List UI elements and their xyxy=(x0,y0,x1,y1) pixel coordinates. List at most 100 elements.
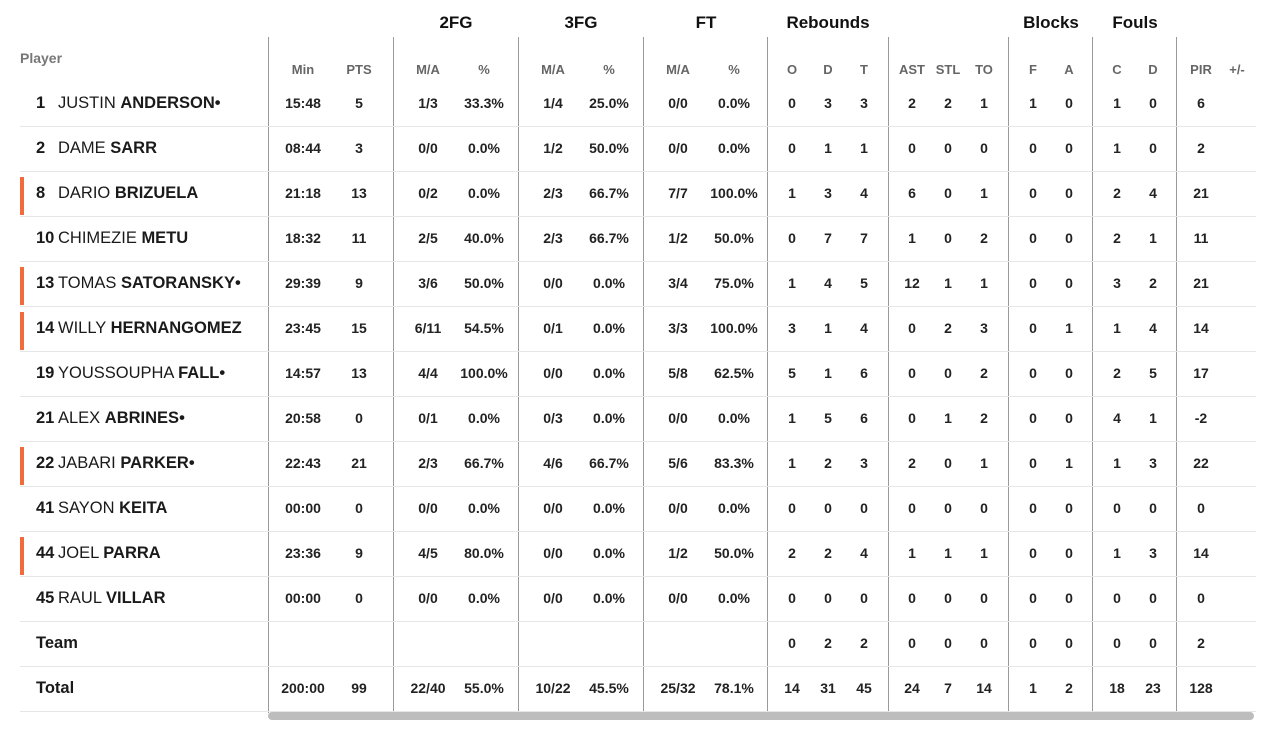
stat-ast: 0 xyxy=(908,365,916,381)
column-header-blk-a: A xyxy=(1064,62,1074,77)
stat-blk-a: 0 xyxy=(1065,590,1073,606)
player-name[interactable]: 22 JABARI PARKER• xyxy=(36,454,195,473)
stat-blk-f: 0 xyxy=(1029,635,1037,651)
stat-stl: 2 xyxy=(944,320,952,336)
column-header-reb-o: O xyxy=(786,62,798,77)
player-row[interactable]: 22 JABARI PARKER• 22:43 21 2/3 66.7% 4/6 66.7% 5… xyxy=(0,442,1272,487)
stat-stl: 0 xyxy=(944,230,952,246)
stat-foul-d: 5 xyxy=(1149,365,1157,381)
stat-pts: 21 xyxy=(351,455,367,471)
column-header-to: TO xyxy=(975,62,993,77)
player-number: 41 xyxy=(36,499,55,517)
stat-ast: 1 xyxy=(908,545,916,561)
player-row[interactable]: 44 JOEL PARRA 23:36 9 4/5 80.0% 0/0 0.0% 1/2 50.0… xyxy=(0,532,1272,577)
player-row[interactable]: 45 RAUL VILLAR 00:00 0 0/0 0.0% 0/0 0.0% 0/0 0.0%… xyxy=(0,577,1272,622)
stat-pir: 0 xyxy=(1197,590,1205,606)
player-row[interactable]: 21 ALEX ABRINES• 20:58 0 0/1 0.0% 0/3 0.0% 0/0 0.… xyxy=(0,397,1272,442)
stat-stl: 0 xyxy=(944,140,952,156)
group-header-rebounds: Rebounds xyxy=(786,13,870,32)
stat-stl: 0 xyxy=(944,635,952,651)
player-name[interactable]: 19 YOUSSOUPHA FALL• xyxy=(36,364,225,383)
stat-min: 20:58 xyxy=(285,410,321,426)
stat-foul-d: 1 xyxy=(1149,410,1157,426)
stat-blk-f: 0 xyxy=(1029,590,1037,606)
column-divider xyxy=(643,37,644,713)
stat-ft-pct: 75.0% xyxy=(714,275,754,291)
player-row[interactable]: 8 DARIO BRIZUELA 21:18 13 0/2 0.0% 2/3 66.7% 7/7… xyxy=(0,172,1272,217)
stat-reb-d: 2 xyxy=(824,635,832,651)
stat-stl: 1 xyxy=(944,410,952,426)
player-name[interactable]: 21 ALEX ABRINES• xyxy=(36,409,185,428)
stat-pir: 14 xyxy=(1193,320,1209,336)
player-name[interactable]: 41 SAYON KEITA xyxy=(36,499,167,518)
row-separator xyxy=(20,576,1256,577)
stat-2fg-ma: 0/0 xyxy=(418,590,438,606)
player-row[interactable]: 10 CHIMEZIE METU 18:32 11 2/5 40.0% 2/3 66.7% 1/… xyxy=(0,217,1272,262)
row-separator xyxy=(20,216,1256,217)
stat-stl: 0 xyxy=(944,500,952,516)
stat-foul-c: 1 xyxy=(1113,320,1121,336)
player-name[interactable]: 1 JUSTIN ANDERSON• xyxy=(36,94,221,113)
player-row[interactable]: 19 YOUSSOUPHA FALL• 14:57 13 4/4 100.0% 0/0 0.0… xyxy=(0,352,1272,397)
stat-reb-d: 31 xyxy=(820,680,836,696)
player-first-name: ALEX xyxy=(58,409,101,427)
total-row-label: Total xyxy=(36,679,75,697)
stat-3fg-pct: 45.5% xyxy=(589,680,629,696)
player-name[interactable]: 2 DAME SARR xyxy=(36,139,157,158)
column-divider xyxy=(1008,37,1009,713)
stat-2fg-ma: 4/4 xyxy=(418,365,438,381)
player-last-name: KEITA xyxy=(119,499,168,517)
player-first-name: SAYON xyxy=(58,499,115,517)
stat-2fg-ma: 2/5 xyxy=(418,230,438,246)
stat-3fg-pct: 66.7% xyxy=(589,230,629,246)
player-name[interactable]: 14 WILLY HERNANGOMEZ xyxy=(36,319,242,338)
player-row[interactable]: 14 WILLY HERNANGOMEZ 23:45 15 6/11 54.5% 0/1 0.… xyxy=(0,307,1272,352)
stat-min: 08:44 xyxy=(285,140,321,156)
stat-foul-d: 23 xyxy=(1145,680,1161,696)
stat-foul-d: 4 xyxy=(1149,185,1157,201)
stat-blk-a: 0 xyxy=(1065,230,1073,246)
player-row[interactable]: 1 JUSTIN ANDERSON• 15:48 5 1/3 33.3% 1/4 25.0% 0… xyxy=(0,82,1272,127)
player-last-name: BRIZUELA xyxy=(114,184,199,202)
player-first-name: YOUSSOUPHA xyxy=(58,364,174,382)
stat-2fg-pct: 0.0% xyxy=(468,590,500,606)
stat-blk-f: 0 xyxy=(1029,185,1037,201)
stat-reb-d: 5 xyxy=(824,410,832,426)
player-number: 21 xyxy=(36,409,55,427)
scrollbar-thumb[interactable] xyxy=(268,712,1254,720)
player-first-name: DAME xyxy=(58,139,106,157)
player-name[interactable]: 44 JOEL PARRA xyxy=(36,544,161,563)
stat-foul-c: 4 xyxy=(1113,410,1121,426)
stat-ft-pct: 83.3% xyxy=(714,455,754,471)
row-separator xyxy=(20,351,1256,352)
player-name[interactable]: 45 RAUL VILLAR xyxy=(36,589,166,608)
stat-reb-t: 4 xyxy=(860,185,868,201)
on-court-dot-icon: • xyxy=(234,274,241,292)
stat-2fg-ma: 3/6 xyxy=(418,275,438,291)
starter-indicator xyxy=(20,537,24,575)
stat-reb-o: 0 xyxy=(788,590,796,606)
stat-ft-ma: 1/2 xyxy=(668,230,688,246)
stat-2fg-pct: 0.0% xyxy=(468,500,500,516)
player-row[interactable]: 2 DAME SARR 08:44 3 0/0 0.0% 1/2 50.0% 0/0 0.0% 0 1… xyxy=(0,127,1272,172)
player-name[interactable]: 8 DARIO BRIZUELA xyxy=(36,184,198,203)
stat-blk-a: 0 xyxy=(1065,275,1073,291)
stat-to: 14 xyxy=(976,680,992,696)
player-name[interactable]: 10 CHIMEZIE METU xyxy=(36,229,188,248)
player-row[interactable]: 41 SAYON KEITA 00:00 0 0/0 0.0% 0/0 0.0% 0/0 0.0%… xyxy=(0,487,1272,532)
player-name[interactable]: 13 TOMAS SATORANSKY• xyxy=(36,274,241,293)
starter-indicator xyxy=(20,177,24,215)
stat-3fg-ma: 0/0 xyxy=(543,590,563,606)
stat-stl: 0 xyxy=(944,365,952,381)
on-court-dot-icon: • xyxy=(214,94,221,112)
player-last-name: ANDERSON xyxy=(120,94,215,112)
stat-reb-o: 1 xyxy=(788,185,796,201)
stat-2fg-pct: 50.0% xyxy=(464,275,504,291)
stat-3fg-ma: 2/3 xyxy=(543,185,563,201)
row-separator xyxy=(20,666,1256,667)
stat-min: 00:00 xyxy=(285,590,321,606)
horizontal-scrollbar[interactable] xyxy=(268,711,1256,721)
stat-to: 1 xyxy=(980,95,988,111)
stat-2fg-pct: 0.0% xyxy=(468,410,500,426)
player-row[interactable]: 13 TOMAS SATORANSKY• 29:39 9 3/6 50.0% 0/0 0.0%… xyxy=(0,262,1272,307)
